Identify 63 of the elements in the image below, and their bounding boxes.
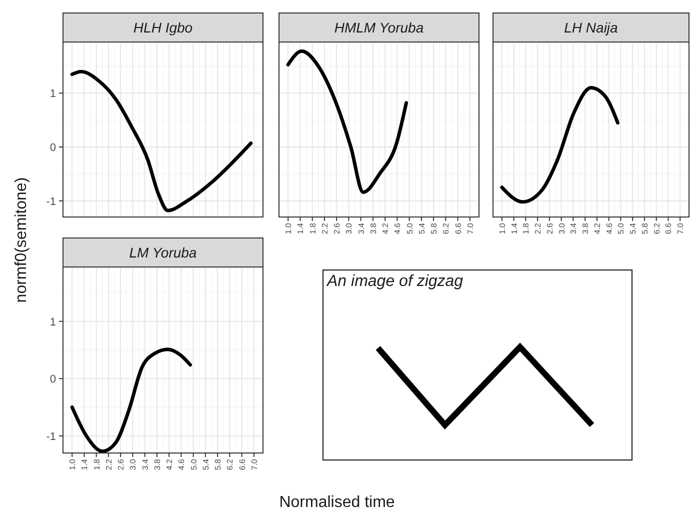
x-tick-label: 2.6 <box>545 222 554 234</box>
x-tick-label: 1.4 <box>296 222 306 234</box>
x-tick-label: 1.8 <box>308 222 318 234</box>
x-tick-label: 3.0 <box>128 458 138 470</box>
y-axis-title: normf0(semitone) <box>13 177 30 303</box>
x-tick-label: 1.8 <box>92 458 102 470</box>
y-tick-label: -1 <box>46 430 56 443</box>
x-tick-label: 3.0 <box>557 222 566 234</box>
x-tick-label: 3.4 <box>356 222 366 234</box>
chart-title: HMLM Yoruba <box>334 20 424 36</box>
x-tick-label: 6.6 <box>454 222 463 234</box>
chart-title: LH Naija <box>564 20 618 36</box>
x-tick-label: 6.2 <box>652 222 662 234</box>
x-tick-label: 3.0 <box>344 222 354 234</box>
x-tick-label: 3.4 <box>140 458 150 470</box>
x-tick-label: 3.8 <box>581 222 590 234</box>
x-tick-label: 4.6 <box>177 458 186 470</box>
x-tick-label: 4.2 <box>592 222 602 234</box>
x-tick-label: 1.0 <box>68 458 78 470</box>
x-tick-label: 5.0 <box>616 222 626 234</box>
x-tick-label: 4.6 <box>393 222 402 234</box>
x-tick-label: 5.0 <box>405 222 414 234</box>
x-tick-label: 4.2 <box>381 222 390 234</box>
x-tick-label: 4.6 <box>604 222 614 234</box>
x-tick-label: 2.2 <box>320 222 330 234</box>
x-tick-label: 1.4 <box>80 458 90 470</box>
x-tick-label: 5.4 <box>628 222 638 234</box>
x-tick-label: 2.6 <box>332 222 342 234</box>
x-tick-label: 2.6 <box>116 458 126 470</box>
x-tick-label: 7.0 <box>466 222 475 234</box>
x-tick-label: 5.4 <box>417 222 426 234</box>
x-tick-label: 4.2 <box>165 458 174 470</box>
x-tick-label: 1.0 <box>284 222 294 234</box>
x-tick-label: 3.8 <box>152 458 162 470</box>
y-tick-label: 1 <box>50 316 56 328</box>
y-tick-label: 1 <box>50 88 56 100</box>
x-tick-label: 3.4 <box>569 222 578 234</box>
x-tick-label: 1.8 <box>522 222 531 234</box>
x-tick-label: 6.6 <box>664 222 674 234</box>
y-tick-label: -1 <box>46 196 56 208</box>
line-series <box>70 70 253 212</box>
x-tick-label: 6.2 <box>226 458 235 470</box>
x-tick-label: 2.2 <box>534 222 543 234</box>
x-axis-title: Normalised time <box>279 494 395 511</box>
x-tick-label: 5.0 <box>189 458 198 470</box>
x-tick-label: 1.0 <box>498 222 507 234</box>
x-tick-label: 2.2 <box>104 458 114 470</box>
x-tick-label: 6.6 <box>238 458 247 470</box>
y-tick-label: 0 <box>50 142 56 154</box>
x-tick-label: 3.8 <box>368 222 378 234</box>
x-tick-label: 5.4 <box>201 458 210 470</box>
x-tick-label: 7.0 <box>250 458 259 470</box>
x-tick-label: 5.8 <box>214 458 223 470</box>
x-tick-label: 6.2 <box>442 222 451 234</box>
y-tick-label: 0 <box>50 374 56 386</box>
chart-title: HLH Igbo <box>133 20 193 36</box>
chart-title: LM Yoruba <box>129 244 197 260</box>
x-tick-label: 7.0 <box>676 222 686 234</box>
text: An image of zigzag <box>326 273 464 290</box>
line-series <box>70 348 192 453</box>
x-tick-label: 1.4 <box>510 222 519 234</box>
x-tick-label: 5.8 <box>430 222 439 234</box>
x-tick-label: 5.8 <box>640 222 650 234</box>
